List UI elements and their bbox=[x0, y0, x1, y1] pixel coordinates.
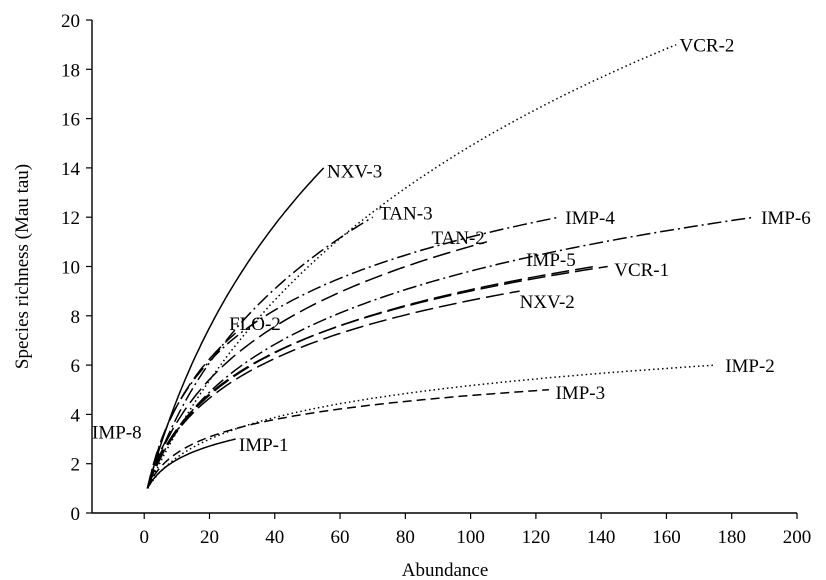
series-line-vcr-2 bbox=[146, 44, 677, 489]
y-axis-title: Species richness (Mau tau) bbox=[12, 164, 33, 369]
x-tick-label: 180 bbox=[717, 527, 746, 548]
series-line-flo-2 bbox=[146, 332, 237, 489]
y-tick-label: 10 bbox=[61, 258, 80, 279]
x-tick-label: 80 bbox=[396, 527, 415, 548]
series-label-tan-3: TAN-3 bbox=[379, 203, 432, 224]
series-label-tan-2: TAN-2 bbox=[431, 228, 484, 249]
series-line-imp-1 bbox=[146, 438, 236, 489]
x-tick-label: 40 bbox=[265, 527, 284, 548]
series-labels: VCR-2 NXV-3 TAN-3 TAN-2 IMP-4 IMP-6 IMP-5 VCR-1… bbox=[92, 36, 811, 456]
series-label-imp-5: IMP-5 bbox=[526, 250, 576, 271]
series-line-nxv-3 bbox=[146, 167, 325, 489]
y-tick-label: 18 bbox=[61, 60, 80, 81]
x-tick-label: 200 bbox=[783, 527, 812, 548]
series-layer bbox=[146, 44, 755, 489]
series-label-imp-3: IMP-3 bbox=[555, 383, 605, 404]
series-label-flo-2: FLO-2 bbox=[229, 314, 281, 335]
y-tick-label: 4 bbox=[71, 405, 81, 426]
x-tick-label: 100 bbox=[456, 527, 485, 548]
x-tick-label: 0 bbox=[139, 527, 149, 548]
series-label-vcr-1: VCR-1 bbox=[614, 260, 669, 281]
series-line-imp-4 bbox=[146, 216, 559, 489]
axes-layer bbox=[91, 20, 797, 514]
y-tick-label: 6 bbox=[71, 356, 81, 377]
series-label-imp-8: IMP-8 bbox=[92, 423, 142, 444]
x-tick-label: 160 bbox=[652, 527, 681, 548]
x-tick-label: 20 bbox=[200, 527, 219, 548]
y-tick-label: 16 bbox=[61, 110, 80, 131]
x-tick-label: 60 bbox=[331, 527, 350, 548]
series-line-imp-8 bbox=[146, 433, 171, 489]
x-tick-label: 140 bbox=[587, 527, 616, 548]
series-line-imp-2 bbox=[146, 364, 716, 489]
series-label-nxv-2: NXV-2 bbox=[520, 292, 575, 313]
series-label-imp-1: IMP-1 bbox=[239, 435, 289, 456]
series-line-nxv-2 bbox=[146, 290, 520, 489]
series-label-imp-4: IMP-4 bbox=[565, 208, 615, 229]
series-line-tan-2 bbox=[146, 241, 488, 489]
y-tick-label: 12 bbox=[61, 208, 80, 229]
series-label-imp-2: IMP-2 bbox=[725, 356, 775, 377]
series-label-nxv-3: NXV-3 bbox=[327, 161, 382, 182]
y-ticks: 0 2 4 6 8 10 12 14 16 18 20 bbox=[61, 11, 92, 525]
series-label-vcr-2: VCR-2 bbox=[680, 36, 735, 57]
x-axis-title: Abundance bbox=[402, 560, 489, 580]
y-tick-label: 2 bbox=[71, 455, 81, 476]
y-tick-label: 20 bbox=[61, 11, 80, 32]
y-tick-label: 8 bbox=[71, 307, 81, 328]
series-line-imp-3 bbox=[146, 389, 549, 489]
series-line-vcr-1 bbox=[146, 265, 608, 489]
x-ticks: 0 20 40 60 80 100 120 140 160 180 200 bbox=[139, 513, 811, 548]
y-tick-label: 14 bbox=[61, 159, 81, 180]
y-tick-label: 0 bbox=[71, 504, 81, 525]
series-label-imp-6: IMP-6 bbox=[761, 208, 811, 229]
x-tick-label: 120 bbox=[522, 527, 551, 548]
